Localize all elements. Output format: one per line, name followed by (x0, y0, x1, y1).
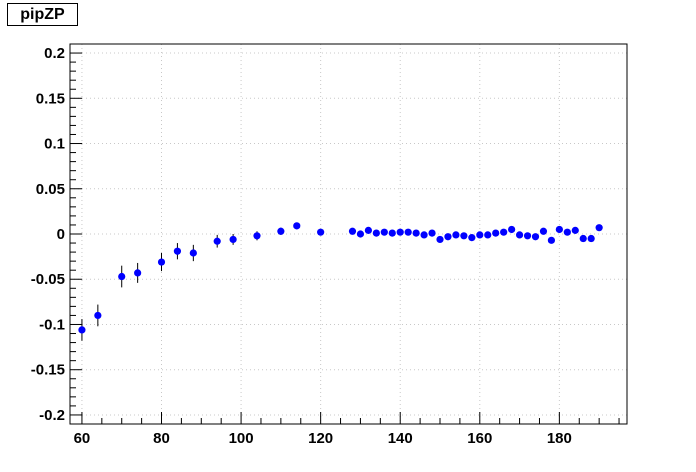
data-point (404, 228, 412, 236)
data-point (500, 228, 508, 236)
data-point (579, 234, 587, 243)
data-point (452, 231, 460, 239)
data-point (587, 234, 595, 243)
data-point (372, 229, 380, 237)
data-point (388, 229, 396, 237)
data-point (508, 225, 516, 234)
data-point (317, 228, 325, 236)
data-point (492, 229, 500, 237)
data-point (380, 228, 388, 236)
y-tick-label: 0.2 (44, 45, 65, 62)
tick-labels: 60 80 100 120 140 160 180 -0.2 -0.15 -0.1 -0.05 0 0.… (31, 45, 572, 447)
data-point (563, 228, 571, 236)
x-tick-label: 160 (467, 430, 492, 447)
axis-ticks (70, 43, 620, 425)
y-tick-label: 0.15 (36, 90, 65, 107)
data-point (484, 231, 492, 239)
data-series (78, 222, 603, 341)
data-point (436, 235, 444, 244)
data-point (348, 227, 357, 235)
data-point (539, 227, 548, 235)
data-point (476, 231, 484, 239)
data-point (523, 232, 532, 240)
y-tick-label: 0 (57, 226, 65, 243)
data-point (396, 228, 404, 236)
data-point (428, 229, 436, 237)
data-point (229, 235, 237, 244)
y-tick-label: -0.05 (31, 271, 65, 288)
y-tick-label: -0.15 (31, 362, 65, 379)
data-point (118, 272, 126, 281)
data-point (173, 247, 182, 255)
data-point (515, 231, 524, 239)
x-tick-label: 120 (308, 430, 333, 447)
data-point (531, 233, 540, 241)
y-tick-label: 0.05 (36, 181, 65, 198)
data-point (444, 233, 452, 241)
data-point (189, 249, 197, 257)
data-point (595, 224, 603, 232)
x-tick-label: 80 (153, 430, 170, 447)
data-point (468, 234, 476, 242)
data-point (293, 222, 301, 230)
x-tick-label: 100 (229, 430, 254, 447)
y-tick-label: -0.1 (39, 316, 65, 333)
x-tick-label: 180 (547, 430, 572, 447)
x-tick-label: 140 (388, 430, 413, 447)
y-tick-label: -0.2 (39, 407, 65, 424)
x-tick-label: 60 (74, 430, 91, 447)
data-point (253, 232, 261, 240)
data-point (412, 229, 420, 237)
data-point (134, 269, 142, 277)
data-point (460, 232, 468, 240)
data-point (571, 226, 579, 234)
chart-title: pipZP (7, 3, 78, 26)
y-tick-label: 0.1 (44, 136, 65, 153)
data-point (94, 311, 102, 320)
data-point (157, 258, 166, 266)
data-point (420, 231, 428, 239)
data-point (364, 226, 372, 234)
data-point (277, 227, 285, 235)
data-point (78, 326, 86, 334)
data-point (213, 237, 221, 245)
data-point (547, 236, 556, 244)
data-point (555, 225, 563, 234)
data-point (356, 230, 365, 238)
